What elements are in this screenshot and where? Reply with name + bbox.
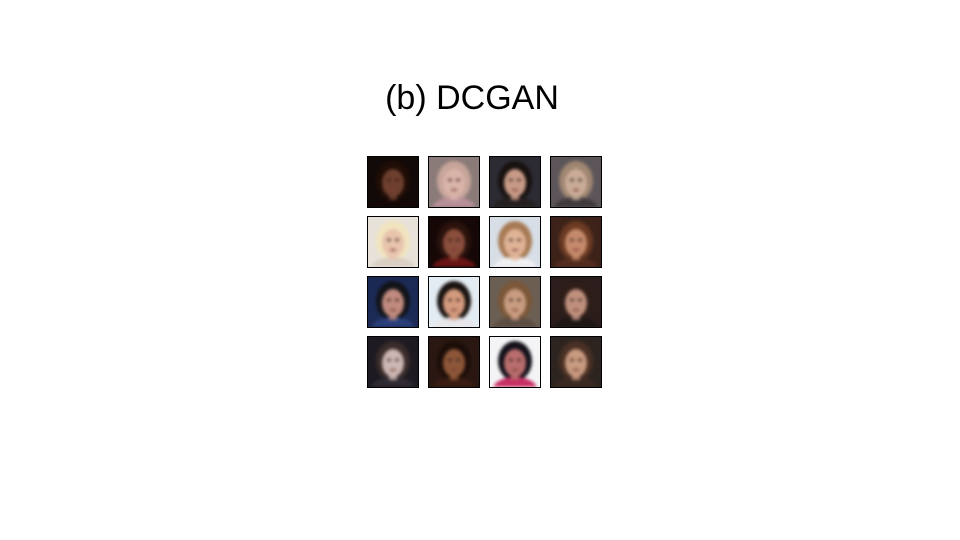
face-sample-r4-c4 [550, 336, 602, 388]
face-sample-r3-c1 [367, 276, 419, 328]
face-image [368, 217, 418, 267]
face-sample-r2-c3 [489, 216, 541, 268]
face-sample-r3-c2 [428, 276, 480, 328]
face-sample-r1-c1 [367, 156, 419, 208]
face-image [551, 277, 601, 327]
face-image [368, 157, 418, 207]
face-sample-r1-c3 [489, 156, 541, 208]
face-sample-r3-c4 [550, 276, 602, 328]
face-sample-r1-c4 [550, 156, 602, 208]
face-image [551, 337, 601, 387]
face-image [490, 157, 540, 207]
face-sample-r4-c1 [367, 336, 419, 388]
figure-title: (b) DCGAN [385, 79, 559, 117]
face-image [551, 217, 601, 267]
face-image [490, 217, 540, 267]
face-sample-r2-c2 [428, 216, 480, 268]
face-sample-r3-c3 [489, 276, 541, 328]
face-image [429, 337, 479, 387]
face-sample-r1-c2 [428, 156, 480, 208]
face-image [429, 157, 479, 207]
face-sample-r2-c4 [550, 216, 602, 268]
face-sample-r4-c3 [489, 336, 541, 388]
face-image [368, 277, 418, 327]
sample-grid [367, 156, 602, 390]
face-image [429, 277, 479, 327]
face-sample-r2-c1 [367, 216, 419, 268]
face-image [490, 337, 540, 387]
face-image [551, 157, 601, 207]
face-image [429, 217, 479, 267]
face-image [490, 277, 540, 327]
face-image [368, 337, 418, 387]
face-sample-r4-c2 [428, 336, 480, 388]
